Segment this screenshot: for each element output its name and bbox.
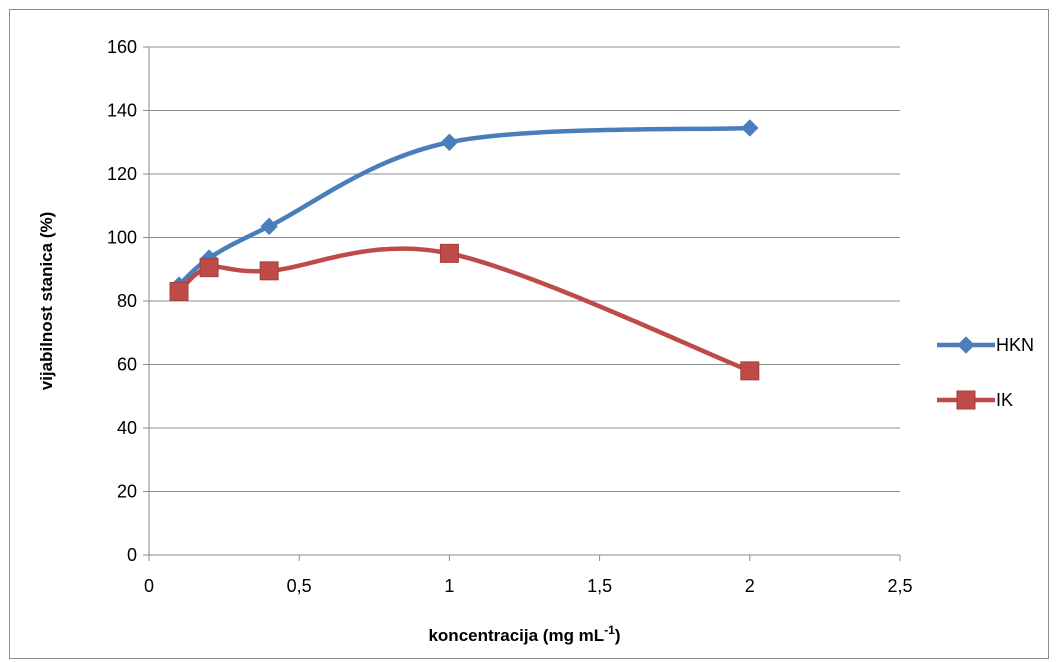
data-point-hkn bbox=[440, 133, 459, 151]
legend-marker-ik bbox=[956, 390, 976, 410]
data-point-ik bbox=[199, 258, 219, 278]
x-tick-label: 0 bbox=[144, 576, 154, 596]
x-tick-label: 0,5 bbox=[287, 576, 312, 596]
y-tick-label: 120 bbox=[107, 164, 137, 184]
data-point-ik bbox=[740, 361, 760, 381]
x-tick-label: 1,5 bbox=[587, 576, 612, 596]
y-tick-label: 80 bbox=[117, 291, 137, 311]
data-point-ik bbox=[439, 243, 459, 263]
series-layer bbox=[169, 119, 760, 381]
y-tick-label: 40 bbox=[117, 418, 137, 438]
legend-marker-hkn bbox=[957, 336, 975, 354]
y-tick-label: 60 bbox=[117, 355, 137, 375]
legend-label-hkn: HKN bbox=[996, 335, 1034, 355]
x-tick-label: 2,5 bbox=[887, 576, 912, 596]
y-axis-title: vijabilnost stanica (%) bbox=[37, 212, 56, 391]
x-tick-label: 2 bbox=[745, 576, 755, 596]
data-point-ik bbox=[259, 261, 279, 281]
chart-frame bbox=[9, 9, 1049, 659]
y-tick-label: 160 bbox=[107, 37, 137, 57]
legend: HKN IK bbox=[937, 335, 1034, 410]
gridlines bbox=[149, 46, 900, 492]
data-point-hkn bbox=[741, 119, 759, 137]
y-tick-label: 100 bbox=[107, 228, 137, 248]
y-tick-label: 20 bbox=[117, 482, 137, 502]
x-tick-label: 1 bbox=[444, 576, 454, 596]
data-point-hkn bbox=[260, 217, 278, 236]
y-tick-label: 140 bbox=[107, 101, 137, 121]
axes: 0 20 40 60 80 100 120 140 160 0 0,5 1 1,5 2 2,5 bbox=[107, 37, 913, 596]
x-axis-title: koncentracija (mg mL-1) bbox=[428, 623, 620, 645]
y-tick-label: 0 bbox=[127, 545, 137, 565]
legend-label-ik: IK bbox=[996, 390, 1013, 410]
data-point-ik bbox=[169, 281, 189, 301]
